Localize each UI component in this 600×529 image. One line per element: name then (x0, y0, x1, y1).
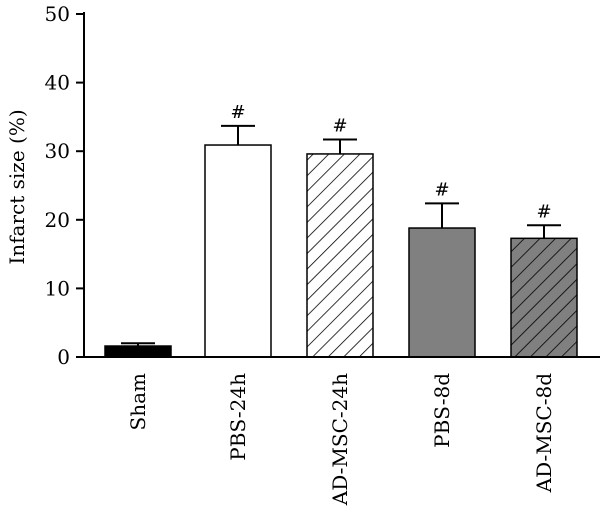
bar-pbs-8d (408, 227, 476, 358)
bar-pbs-24h (204, 144, 272, 358)
bar-sham (104, 345, 172, 358)
y-tick-label: 40 (45, 71, 70, 95)
y-tick-label: 0 (57, 345, 70, 369)
significance-marker: # (434, 179, 449, 200)
bar-ad-msc-24h (306, 153, 374, 358)
bar-ad-msc-8d (510, 237, 578, 358)
x-tick-label: AD-MSC-24h (328, 373, 352, 506)
y-axis-title: Infarct size (%) (5, 109, 29, 264)
y-tick-label: 30 (45, 139, 70, 163)
significance-marker: # (536, 201, 551, 222)
x-axis: Sham PBS-24h AD-MSC-24h PBS-8d AD-MSC-8d (84, 356, 600, 506)
x-tick-label: AD-MSC-8d (532, 373, 556, 494)
x-tick-label: PBS-8d (430, 373, 454, 448)
x-tick-label: Sham (126, 373, 150, 431)
y-tick-label: 20 (45, 208, 70, 232)
y-tick-label: 10 (45, 276, 70, 300)
y-axis: 0 10 20 30 40 50 (45, 2, 85, 369)
y-tick-label: 50 (45, 2, 70, 26)
significance-marker: # (230, 102, 245, 123)
bars: # # # # (104, 102, 578, 358)
significance-marker: # (332, 116, 347, 137)
x-tick-label: PBS-24h (226, 373, 250, 461)
